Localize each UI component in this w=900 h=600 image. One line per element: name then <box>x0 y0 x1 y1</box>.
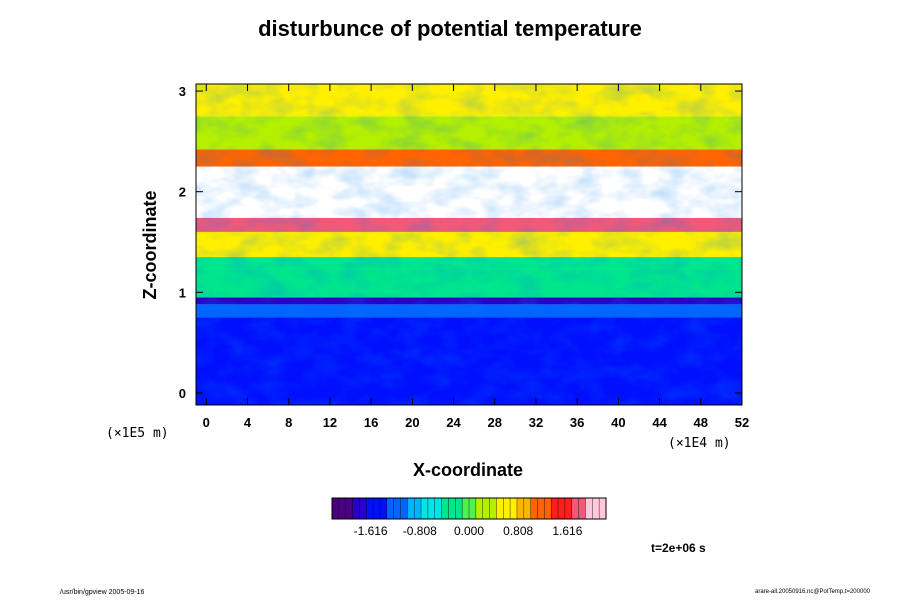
y-tick-label: 1 <box>179 285 186 300</box>
time-annotation: t=2e+06 s <box>651 541 706 555</box>
colorbar-swatch <box>482 498 490 519</box>
turbulence-texture <box>196 84 742 405</box>
colorbar-swatch <box>496 498 504 519</box>
y-tick-label: 0 <box>179 386 186 401</box>
colorbar-swatch <box>558 498 566 519</box>
colorbar-swatch <box>345 498 353 519</box>
colorbar-swatch <box>585 498 593 519</box>
colorbar-swatch <box>407 498 415 519</box>
colorbar-swatch <box>373 498 381 519</box>
y-axis-unit: (×1E5 m) <box>106 426 169 441</box>
colorbar-swatch <box>352 498 360 519</box>
colorbar-swatch <box>516 498 525 519</box>
x-tick-label: 24 <box>446 415 461 430</box>
x-tick-label: 20 <box>405 415 419 430</box>
colorbar-swatch <box>366 498 374 519</box>
colorbar-swatch <box>462 498 470 519</box>
colorbar-tick-label: -1.616 <box>354 524 388 538</box>
colorbar-swatch <box>592 498 600 519</box>
x-tick-label: 0 <box>203 415 210 430</box>
y-axis-label: Z-coordinate <box>140 190 160 299</box>
colorbar-swatch <box>475 498 483 519</box>
x-tick-label: 8 <box>285 415 292 430</box>
colorbar-swatch <box>338 498 346 519</box>
colorbar-swatch <box>386 498 394 519</box>
x-tick-label: 28 <box>488 415 502 430</box>
colorbar-swatch <box>564 498 573 519</box>
x-tick-label: 52 <box>735 415 749 430</box>
colorbar-swatch <box>599 498 607 519</box>
colorbar-tick-label: -0.808 <box>403 524 437 538</box>
colorbar-swatch <box>503 498 511 519</box>
colorbar-swatch <box>469 498 477 519</box>
colorbar-swatch <box>448 498 456 519</box>
colorbar-swatch <box>400 498 408 519</box>
footer-command: /usr/bin/gpview 2005-09-16 <box>60 589 145 596</box>
x-axis-unit: (×1E4 m) <box>668 436 731 451</box>
colorbar-swatch <box>421 498 429 519</box>
x-tick-label: 48 <box>694 415 708 430</box>
plot-frame <box>195 83 743 406</box>
colorbar-swatch <box>359 498 367 519</box>
y-tick-label: 2 <box>179 185 186 200</box>
colorbar-tick-label: 0.808 <box>503 524 533 538</box>
x-tick-label: 40 <box>611 415 625 430</box>
x-tick-label: 32 <box>529 415 543 430</box>
colorbar-swatch <box>441 498 449 519</box>
colorbar-tick-label: 1.616 <box>552 524 582 538</box>
colorbar-swatch <box>510 498 518 519</box>
x-tick-label: 16 <box>364 415 378 430</box>
x-tick-label: 12 <box>323 415 337 430</box>
colorbar-frame <box>331 497 607 520</box>
colorbar-swatch <box>544 498 552 519</box>
colorbar-swatch <box>455 498 463 519</box>
colorbar-swatch <box>393 498 401 519</box>
x-tick-label: 44 <box>652 415 667 430</box>
x-tick-label: 4 <box>244 415 252 430</box>
x-axis-label: X-coordinate <box>412 460 523 480</box>
colorbar-swatch <box>537 498 545 519</box>
footer-source: arare-all.20050916.nc@PotTemp,t=200000 <box>754 589 870 595</box>
colorbar-swatch <box>523 498 531 519</box>
colorbar-swatch <box>379 498 388 519</box>
x-tick-label: 36 <box>570 415 584 430</box>
colorbar-swatch <box>530 498 538 519</box>
y-tick-label: 3 <box>179 84 186 99</box>
colorbar-swatch <box>571 498 579 519</box>
colorbar-swatch <box>489 498 497 519</box>
colorbar-swatch <box>578 498 586 519</box>
colorbar-swatch <box>551 498 559 519</box>
colorbar-swatch <box>434 498 442 519</box>
colorbar-tick-label: 0.000 <box>454 524 484 538</box>
colorbar-swatch <box>332 498 340 519</box>
chart-title: disturbunce of potential temperature <box>258 16 642 41</box>
colorbar-swatch <box>414 498 422 519</box>
colorbar-swatch <box>427 498 436 519</box>
